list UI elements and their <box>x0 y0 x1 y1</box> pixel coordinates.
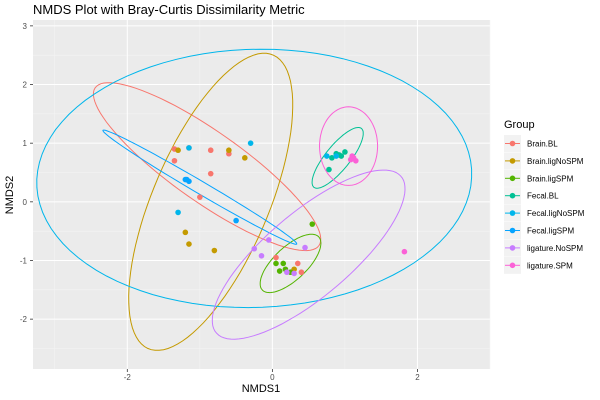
legend-label: Brain.ligSPM <box>527 174 574 183</box>
point-fecal-bl <box>329 155 335 161</box>
point-brain-bl <box>207 170 214 177</box>
x-tick-label: 2 <box>415 373 420 382</box>
legend-label: Fecal.ligNoSPM <box>527 209 585 218</box>
ellipse-fecal-bl <box>311 127 364 189</box>
point-brain-lignospm <box>242 155 248 161</box>
x-tick-label: 0 <box>270 373 275 382</box>
y-tick-label: 0 <box>23 198 28 207</box>
point-ligature-spm <box>401 248 408 255</box>
point-brain-bl <box>273 254 279 261</box>
point-fecal-ligspm <box>233 217 239 224</box>
x-axis-title: NMDS1 <box>242 383 281 395</box>
legend-title: Group <box>504 119 535 131</box>
legend-label: Brain.ligNoSPM <box>527 157 584 166</box>
point-brain-lignospm <box>186 241 192 247</box>
point-ligature-nospm <box>251 245 258 252</box>
point-brain-lignospm <box>182 229 189 236</box>
legend-label: ligature.SPM <box>527 261 573 270</box>
ellipse-fecal-ligspm <box>102 129 298 245</box>
plot-panel <box>33 20 490 369</box>
point-ligature-nospm <box>258 252 265 259</box>
legend-key-point <box>509 158 516 164</box>
point-fecal-lignospm <box>247 140 254 146</box>
y-tick-label: -2 <box>20 315 28 324</box>
point-brain-bl <box>294 260 301 267</box>
point-brain-ligspm <box>273 260 279 267</box>
legend-label: ligature.NoSPM <box>527 244 583 253</box>
point-brain-ligspm <box>280 260 287 267</box>
point-brain-lignospm <box>175 147 181 154</box>
legend-key-point <box>509 175 516 182</box>
point-fecal-lignospm <box>175 209 181 216</box>
legend-key-point <box>509 262 516 269</box>
data-points <box>171 140 408 277</box>
y-tick-label: 2 <box>23 81 28 90</box>
point-brain-bl <box>298 269 305 276</box>
point-fecal-bl <box>342 149 348 155</box>
y-tick-label: -1 <box>20 256 28 265</box>
y-axis-title: NMDS2 <box>4 176 16 215</box>
legend-label: Fecal.BL <box>527 192 559 201</box>
point-ligature-nospm <box>284 269 290 276</box>
point-brain-ligspm <box>276 268 283 274</box>
legend-label: Fecal.ligSPM <box>527 227 574 236</box>
point-ligature-nospm <box>265 237 272 243</box>
point-brain-lignospm <box>226 147 232 154</box>
point-brain-lignospm <box>211 247 218 254</box>
legend: Brain.BL Brain.ligNoSPM Brain.ligSPM Fecal.… <box>504 135 585 274</box>
chart-title: NMDS Plot with Bray-Curtis Dissimilarity… <box>33 2 305 17</box>
legend-key-point <box>509 140 516 147</box>
point-brain-ligspm <box>309 221 316 227</box>
legend-key-point <box>509 210 516 216</box>
ellipse-ligature-nospm <box>211 169 406 340</box>
point-fecal-lignospm <box>323 153 330 159</box>
point-ligature-nospm <box>302 244 308 251</box>
ellipse-brain-ligspm <box>259 233 322 294</box>
point-brain-bl <box>207 147 214 154</box>
point-brain-bl <box>197 194 203 200</box>
point-fecal-ligspm <box>183 176 190 183</box>
legend-key-point <box>509 245 516 251</box>
y-tick-label: 3 <box>23 22 28 31</box>
ellipse-brain-lignospm <box>128 52 294 351</box>
confidence-ellipses <box>36 48 473 351</box>
point-fecal-lignospm <box>333 153 340 159</box>
ellipse-fecal-lignospm <box>36 48 473 309</box>
grid-lines <box>33 20 491 369</box>
legend-key-point <box>509 192 516 199</box>
x-tick-label: -2 <box>124 373 132 382</box>
point-fecal-lignospm <box>186 145 192 151</box>
axis-ticks: -2 0 2 -2 -1 0 1 2 3 <box>20 22 420 382</box>
point-fecal-bl <box>326 166 332 173</box>
legend-label: Brain.BL <box>527 140 558 149</box>
legend-key-point <box>509 227 516 234</box>
point-ligature-spm <box>350 155 357 161</box>
point-ligature-nospm <box>291 270 297 277</box>
ellipse-brain-bl <box>92 82 322 252</box>
y-tick-label: 1 <box>23 139 28 148</box>
ellipse-ligature-spm <box>318 106 379 186</box>
point-brain-bl <box>171 157 178 164</box>
